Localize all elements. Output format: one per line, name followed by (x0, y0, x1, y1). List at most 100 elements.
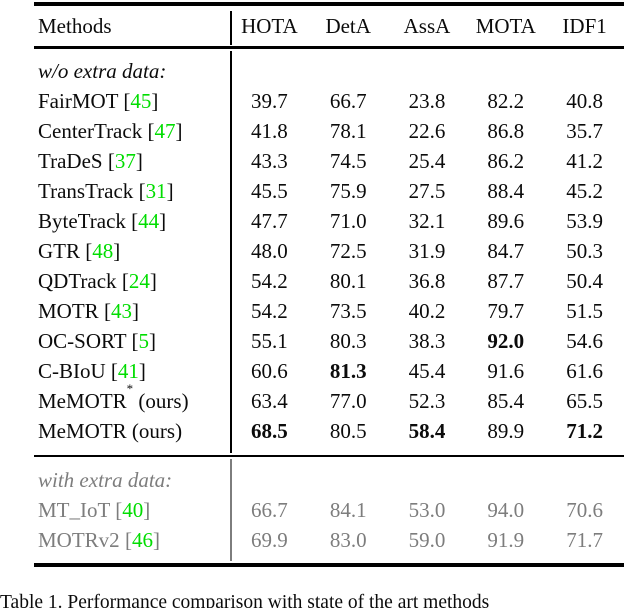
table-row: MeMOTR* (ours) 63.4 77.0 52.3 85.4 65.5 (34, 382, 624, 417)
table-row: C-BIoU [41] 60.6 81.3 45.4 91.6 61.6 (34, 357, 624, 387)
metric-value: 38.3 (408, 329, 446, 353)
table-row: CenterTrack [47] 41.8 78.1 22.6 86.8 35.7 (34, 117, 624, 147)
metric-value: 82.2 (487, 89, 525, 113)
method-name: CenterTrack (38, 119, 143, 143)
citation-ref[interactable]: 45 (130, 89, 152, 113)
table-row: OC-SORT [5] 55.1 80.3 38.3 92.0 54.6 (34, 327, 624, 357)
metric-values: 45.5 75.9 27.5 88.4 45.2 (230, 179, 624, 204)
metric-values: 47.7 71.0 32.1 89.6 53.9 (230, 209, 624, 234)
col-header-hota: HOTA (241, 13, 298, 38)
method-cell: GTR [48] (38, 239, 121, 263)
metric-value: 35.7 (566, 119, 603, 143)
metric-value: 74.5 (329, 149, 367, 173)
method-note: (ours) (133, 389, 189, 413)
table-row: GTR [48] 48.0 72.5 31.9 84.7 50.3 (34, 237, 624, 267)
metric-values: 66.7 84.1 53.0 94.0 70.6 (230, 498, 624, 523)
metric-value: 84.7 (487, 239, 525, 263)
citation-ref[interactable]: 48 (92, 239, 114, 263)
top-rule (34, 2, 624, 6)
citation-ref[interactable]: 37 (114, 149, 136, 173)
metric-value: 91.9 (487, 527, 525, 552)
method-name: MeMOTR (38, 419, 127, 443)
metric-value: 45.2 (566, 179, 603, 203)
method-name: MeMOTR (38, 389, 127, 413)
citation-ref[interactable]: 24 (128, 269, 150, 293)
citation-ref[interactable]: 5 (138, 329, 149, 353)
method-name: GTR (38, 239, 80, 263)
method-cell: MeMOTR* (ours) (34, 382, 230, 414)
metric-value: 85.4 (487, 389, 525, 413)
metric-value: 55.1 (251, 329, 288, 353)
section-label: w/o extra data: (38, 59, 167, 83)
metric-values: 39.7 66.7 23.8 82.2 40.8 (230, 89, 624, 114)
table-row: TransTrack [31] 45.5 75.9 27.5 88.4 45.2 (34, 177, 624, 207)
citation-ref[interactable]: 46 (131, 527, 153, 552)
metric-value: 94.0 (487, 497, 525, 522)
method-cell: TransTrack [31] (38, 179, 174, 203)
citation-ref[interactable]: 43 (110, 299, 132, 323)
metric-value: 48.0 (251, 239, 288, 263)
method-asterisk: * (126, 381, 134, 396)
metric-value: 88.4 (487, 179, 525, 203)
metric-value: 83.0 (329, 527, 367, 552)
col-header-deta: DetA (325, 13, 371, 38)
method-name: MOTRv2 (38, 527, 120, 552)
table-row: TraDeS [37] 43.3 74.5 25.4 86.2 41.2 (34, 147, 624, 177)
metric-values: 54.2 80.1 36.8 87.7 50.4 (230, 269, 624, 294)
metric-value: 78.1 (329, 119, 367, 143)
citation-ref[interactable]: 44 (138, 209, 160, 233)
table-row: MeMOTR (ours) 68.5 80.5 58.4 89.9 71.2 (34, 417, 624, 447)
citation-ref[interactable]: 40 (122, 497, 144, 522)
section-label-row: with extra data: (34, 465, 624, 495)
col-header-mota: MOTA (475, 13, 536, 38)
col-header-assa: AssA (403, 13, 451, 38)
metric-value: 36.8 (408, 269, 446, 293)
metric-value: 87.7 (487, 269, 525, 293)
method-cell: OC-SORT [5] (38, 329, 156, 353)
citation-ref[interactable]: 41 (117, 359, 139, 383)
metric-value: 77.0 (329, 389, 367, 413)
table-blocks: w/o extra data: FairMOT [45] 39.7 66.7 23.8 8… (34, 49, 624, 564)
table-caption: Table 1. Performance comparison with sta… (0, 592, 490, 608)
metric-value: 86.8 (487, 119, 525, 143)
metric-value: 71.7 (566, 527, 603, 552)
metric-value: 32.1 (408, 209, 446, 233)
method-cell: ByteTrack [44] (38, 209, 167, 233)
method-name: TransTrack (38, 179, 134, 203)
method-name: FairMOT (38, 89, 119, 113)
metric-values: 41.8 78.1 22.6 86.8 35.7 (230, 119, 624, 144)
table-row: MOTRv2 [46] 69.9 83.0 59.0 91.9 71.7 (34, 525, 624, 555)
method-cell: FairMOT [45] (38, 89, 159, 113)
metric-value: 40.2 (408, 299, 446, 323)
metric-value: 80.1 (329, 269, 367, 293)
method-name: C-BIoU (38, 359, 106, 383)
metric-value: 63.4 (251, 389, 288, 413)
method-cell: QDTrack [24] (38, 269, 157, 293)
metric-values: 54.2 73.5 40.2 79.7 51.5 (230, 299, 624, 324)
citation-ref[interactable]: 47 (154, 119, 176, 143)
table-section: w/o extra data: FairMOT [45] 39.7 66.7 23.8 8… (34, 49, 624, 455)
metric-value: 41.8 (251, 119, 288, 143)
metric-value: 70.6 (566, 497, 603, 522)
metric-value: 51.5 (566, 299, 603, 323)
metric-values: 69.9 83.0 59.0 91.9 71.7 (230, 528, 624, 553)
metric-value: 23.8 (408, 89, 446, 113)
method-cell: C-BIoU [41] (38, 359, 146, 383)
col-header-methods: Methods (38, 13, 112, 38)
metric-value: 71.0 (329, 209, 367, 233)
metric-value: 69.9 (251, 527, 288, 552)
metric-values: 68.5 80.5 58.4 89.9 71.2 (230, 419, 624, 444)
metric-value: 41.2 (566, 149, 603, 173)
metric-values: 55.1 80.3 38.3 92.0 54.6 (230, 329, 624, 354)
citation-ref[interactable]: 31 (145, 179, 167, 203)
metric-value: 45.5 (251, 179, 288, 203)
metric-value: 86.2 (487, 149, 525, 173)
method-name: OC-SORT (38, 329, 127, 353)
section-rule (34, 454, 624, 457)
method-cell: CenterTrack [47] (38, 119, 183, 143)
table-row: ByteTrack [44] 47.7 71.0 32.1 89.6 53.9 (34, 207, 624, 237)
metric-value: 40.8 (566, 89, 603, 113)
metric-value: 72.5 (329, 239, 367, 263)
metric-value: 89.9 (487, 419, 525, 443)
